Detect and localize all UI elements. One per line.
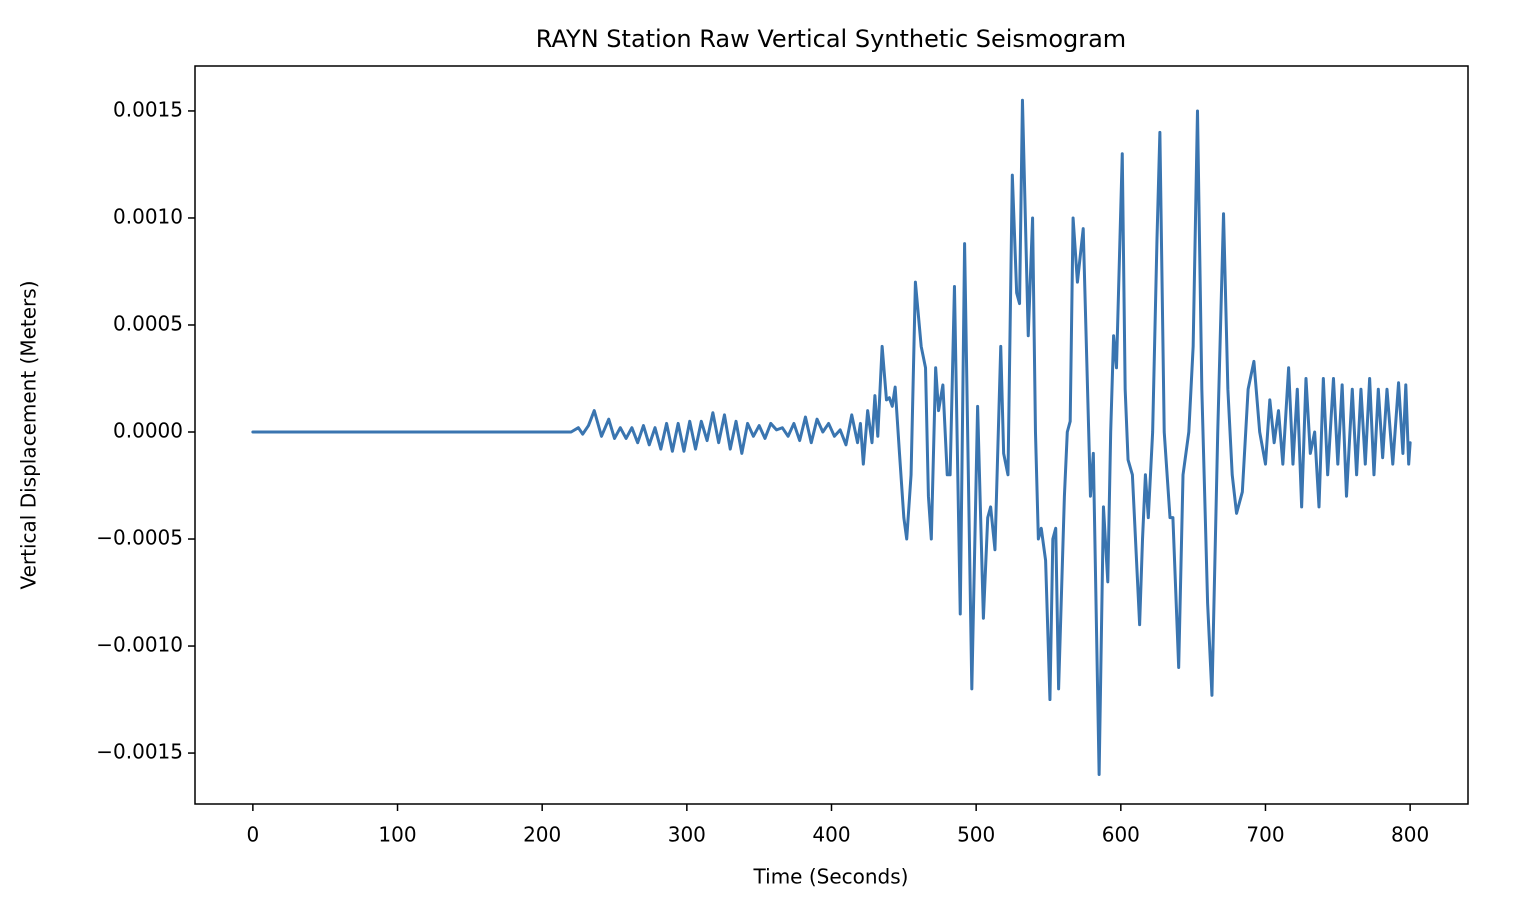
y-tick-label: 0.0010 — [113, 204, 183, 228]
y-axis-label: Vertical Displacement (Meters) — [17, 280, 41, 589]
x-tick-label: 300 — [668, 823, 706, 847]
y-tick-label: 0.0005 — [113, 311, 183, 335]
y-tick-label: 0.0015 — [113, 97, 183, 121]
x-tick-label: 600 — [1102, 823, 1140, 847]
seismogram-line — [251, 98, 1412, 776]
x-tick-label: 700 — [1246, 823, 1284, 847]
y-tick-label: 0.0000 — [113, 419, 183, 443]
chart-title: RAYN Station Raw Vertical Synthetic Seis… — [536, 25, 1126, 53]
x-axis-label: Time (Seconds) — [753, 865, 909, 889]
y-tick-label: −0.0005 — [96, 526, 183, 550]
y-tick-label: −0.0015 — [96, 740, 183, 764]
plot-frame — [194, 65, 1469, 805]
x-tick-label: 100 — [378, 823, 416, 847]
x-tick-label: 500 — [957, 823, 995, 847]
x-tick-label: 800 — [1391, 823, 1429, 847]
x-tick-label: 0 — [246, 823, 259, 847]
x-tick-label: 200 — [523, 823, 561, 847]
x-tick-label: 400 — [812, 823, 850, 847]
y-tick-label: −0.0010 — [96, 633, 183, 657]
